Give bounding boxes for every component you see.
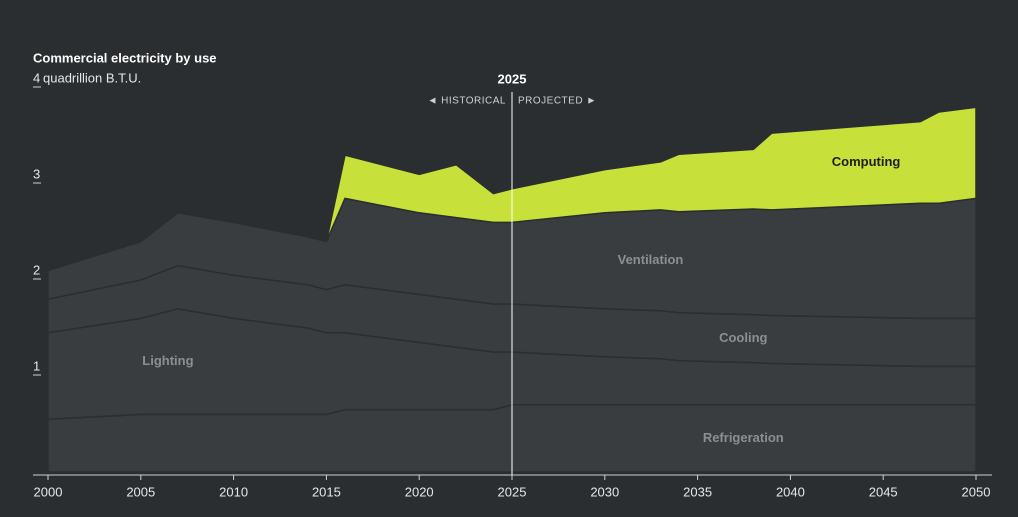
divider-left: ◄ HISTORICAL bbox=[427, 96, 506, 107]
x-tick-label: 2050 bbox=[962, 484, 991, 499]
series-label: Cooling bbox=[719, 330, 767, 345]
x-tick-label: 2015 bbox=[312, 484, 341, 499]
series-label: Computing bbox=[832, 154, 901, 169]
series-label: Ventilation bbox=[618, 252, 684, 267]
x-tick-label: 2035 bbox=[683, 484, 712, 499]
x-tick-label: 2040 bbox=[776, 484, 805, 499]
x-tick-label: 2005 bbox=[126, 484, 155, 499]
x-tick-label: 2000 bbox=[34, 484, 63, 499]
x-tick-label: 2025 bbox=[498, 484, 527, 499]
y-tick-label: 2 bbox=[33, 262, 40, 277]
divider-right: PROJECTED ► bbox=[518, 96, 597, 107]
x-tick-label: 2045 bbox=[869, 484, 898, 499]
chart-title: Commercial electricity by use bbox=[33, 50, 217, 65]
series-label: Refrigeration bbox=[703, 430, 784, 445]
y-tick-label: 1 bbox=[33, 358, 40, 373]
x-tick-label: 2010 bbox=[219, 484, 248, 499]
divider-label: 2025 bbox=[498, 71, 527, 86]
x-tick-label: 2030 bbox=[590, 484, 619, 499]
x-tick-label: 2020 bbox=[405, 484, 434, 499]
y-tick-label: 4 bbox=[33, 70, 40, 85]
series-label: Lighting bbox=[142, 353, 193, 368]
y-axis-label: quadrillion B.T.U. bbox=[43, 70, 141, 85]
y-tick-label: 3 bbox=[33, 166, 40, 181]
